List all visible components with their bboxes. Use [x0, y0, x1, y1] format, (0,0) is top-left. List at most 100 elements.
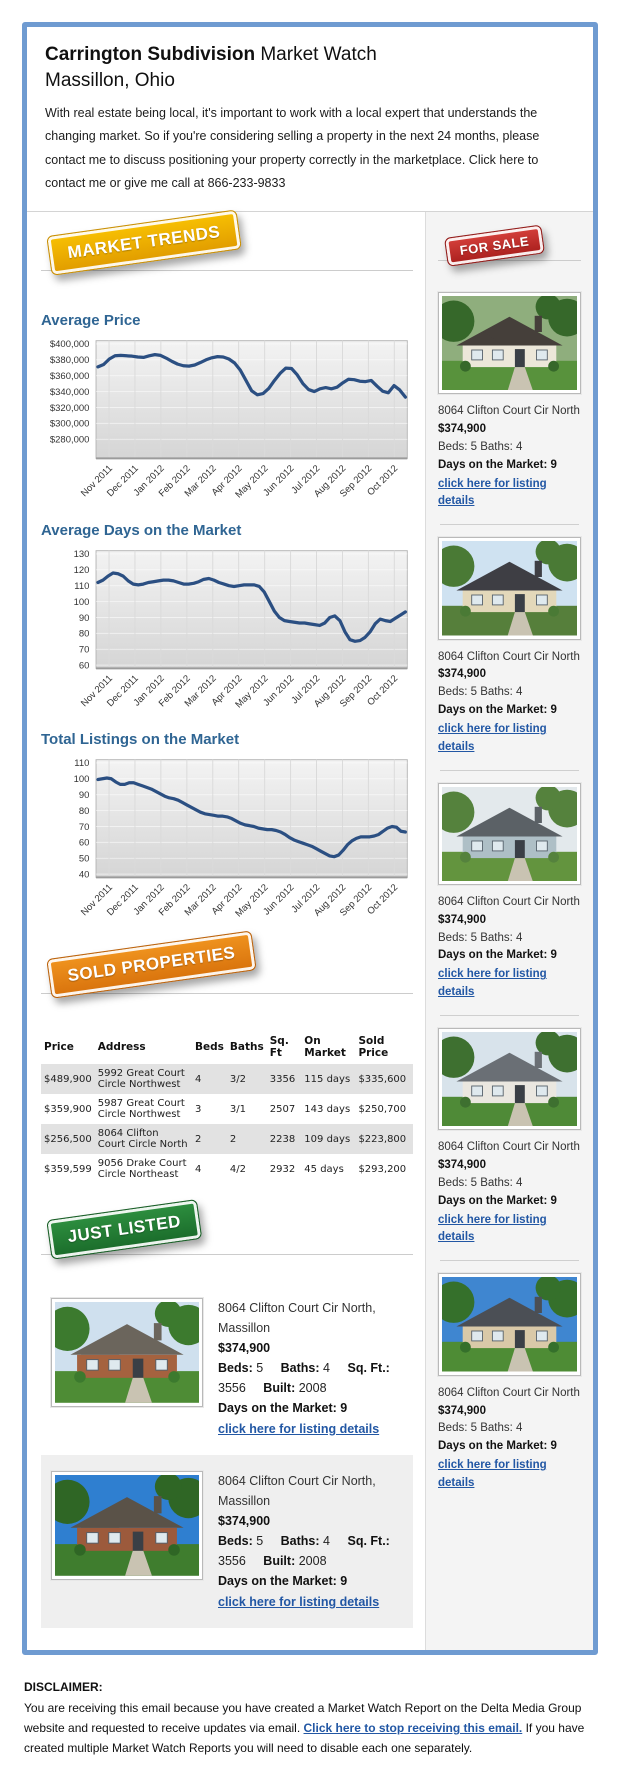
cell-baths: 4/2	[229, 1163, 246, 1175]
cell-baths: 3/1	[229, 1103, 246, 1115]
spec-label: Built:	[263, 1554, 296, 1569]
page-title: Carrington Subdivision Market Watch Mass…	[45, 42, 575, 93]
days-on-market: Days on the Market: 9	[218, 1574, 348, 1589]
for-sale-listing: 8064 Clifton Court Cir North $374,900 Be…	[438, 537, 581, 771]
listing-details-link[interactable]: click here for listing details	[438, 477, 547, 508]
days-on-market: Days on the Market: 9	[438, 458, 557, 471]
unsubscribe-link[interactable]: Click here to stop receiving this email.	[303, 1721, 523, 1735]
spec-value: 4	[323, 1534, 330, 1549]
listing-details-link[interactable]: click here for listing details	[438, 968, 547, 999]
cell-baths: 2	[229, 1133, 237, 1145]
just-listed-badge: JUST LISTED	[46, 1199, 203, 1261]
sold-properties-section-header: SOLD PROPERTIES	[41, 930, 413, 1019]
svg-text:100: 100	[74, 774, 90, 785]
for-sale-listing: 8064 Clifton Court Cir North $374,900 Be…	[438, 1027, 581, 1262]
header: Carrington Subdivision Market Watch Mass…	[27, 27, 593, 212]
listing-divider	[440, 1014, 579, 1016]
svg-text:80: 80	[79, 628, 90, 639]
svg-text:130: 130	[74, 549, 90, 560]
listing-details-link[interactable]: click here for listing details	[218, 1595, 380, 1610]
property-photo[interactable]	[438, 782, 581, 886]
spec-label: Baths:	[280, 1534, 320, 1549]
spec-value: 5	[256, 1534, 264, 1549]
svg-text:$340,000: $340,000	[50, 387, 90, 398]
cell-beds: 4	[195, 1073, 202, 1085]
cell-on-market: 109 days	[304, 1133, 351, 1145]
cell-sqft: 3356	[269, 1073, 296, 1085]
days-on-market: Days on the Market: 9	[438, 1194, 557, 1207]
property-photo[interactable]	[51, 1471, 203, 1612]
spec-label: Beds:	[218, 1361, 253, 1376]
cell-price: $359,900	[44, 1103, 92, 1115]
property-photo[interactable]	[438, 1027, 581, 1131]
property-photo[interactable]	[438, 537, 581, 640]
listing-price: $374,900	[438, 1404, 486, 1417]
for-sale-section-header: FOR SALE	[438, 224, 581, 280]
col-baths: Baths	[229, 1041, 264, 1054]
listing-address: 8064 Clifton Court Cir North	[438, 650, 580, 663]
newsletter-frame: Carrington Subdivision Market Watch Mass…	[22, 22, 598, 1656]
listing-address: 8064 Clifton Court Cir North	[438, 896, 580, 909]
cell-address: 9056 Drake Court Circle Northeast	[97, 1158, 187, 1181]
spec-label: Baths:	[280, 1361, 320, 1376]
spec-value: 2008	[298, 1554, 327, 1569]
listing-address: 8064 Clifton Court Cir North	[438, 1141, 580, 1154]
listing-divider	[440, 1260, 579, 1262]
cell-sold-price: $250,700	[358, 1103, 407, 1115]
section-rule	[41, 993, 413, 995]
cell-on-market: 143 days	[304, 1103, 351, 1115]
svg-text:$320,000: $320,000	[50, 403, 90, 414]
listing-price: $374,900	[438, 423, 486, 436]
svg-text:50: 50	[79, 854, 90, 865]
listing-divider	[440, 524, 579, 526]
listing-address: 8064 Clifton Court Cir North	[438, 405, 580, 418]
svg-text:110: 110	[74, 581, 89, 592]
just-listed-item: 8064 Clifton Court Cir North, Massillon …	[41, 1455, 413, 1629]
for-sale-listing: 8064 Clifton Court Cir North $374,900 Be…	[438, 291, 581, 526]
col-price: Price	[44, 1041, 74, 1054]
just-listed-section-header: JUST LISTED	[41, 1199, 413, 1280]
listing-details-link[interactable]: click here for listing details	[438, 722, 547, 753]
listing-beds-baths: Beds: 5 Baths: 4	[438, 1422, 523, 1435]
spec-label: Sq. Ft.:	[347, 1361, 390, 1376]
cell-address: 5987 Great Court Circle Northwest	[97, 1098, 185, 1121]
cell-on-market: 45 days	[304, 1163, 344, 1175]
listing-specs: Beds: 5 Baths: 4 Sq. Ft.: 3556 Built: 20…	[218, 1358, 403, 1398]
cell-beds: 2	[195, 1133, 202, 1145]
sold-properties-badge: SOLD PROPERTIES	[46, 930, 257, 1000]
col-beds: Beds	[195, 1041, 224, 1054]
property-photo[interactable]	[438, 291, 581, 395]
for-sale-sidebar: FOR SALE 8064 Clifton Court Cir North $3…	[425, 211, 593, 1651]
market-trends-badge: MARKET TRENDS	[46, 209, 242, 276]
spec-label: Sq. Ft.:	[347, 1534, 390, 1549]
col-sqft: Sq. Ft	[269, 1035, 289, 1060]
listing-details-link[interactable]: click here for listing details	[438, 1459, 547, 1489]
for-sale-listing: 8064 Clifton Court Cir North $374,900 Be…	[438, 782, 581, 1016]
cell-beds: 3	[195, 1103, 202, 1115]
for-sale-listing: 8064 Clifton Court Cir North $374,900 Be…	[438, 1273, 581, 1492]
property-photo[interactable]	[438, 1273, 581, 1376]
svg-text:70: 70	[79, 644, 90, 655]
listing-details-link[interactable]: click here for listing details	[218, 1422, 380, 1437]
svg-text:70: 70	[79, 822, 90, 833]
days-on-market: Days on the Market: 9	[438, 949, 557, 962]
svg-text:60: 60	[79, 660, 90, 671]
col-address: Address	[97, 1041, 146, 1054]
listing-address: 8064 Clifton Court Cir North, Massillon	[218, 1301, 376, 1336]
listing-price: $374,900	[438, 913, 486, 926]
average-price-heading: Average Price	[41, 311, 141, 329]
just-listed-item: 8064 Clifton Court Cir North, Massillon …	[41, 1282, 413, 1455]
svg-text:40: 40	[79, 870, 90, 881]
cell-sold-price: $335,600	[358, 1073, 407, 1085]
main-column: MARKET TRENDS Average Price $400,000 $380…	[27, 209, 425, 1651]
property-photo[interactable]	[51, 1298, 203, 1439]
svg-text:90: 90	[79, 612, 90, 623]
listing-address: 8064 Clifton Court Cir North, Massillon	[218, 1474, 376, 1509]
cell-address: 8064 Clifton Court Circle North	[97, 1128, 188, 1151]
listing-details-link[interactable]: click here for listing details	[438, 1213, 547, 1244]
page-title-bold: Carrington Subdivision	[45, 44, 256, 65]
listing-beds-baths: Beds: 5 Baths: 4	[438, 931, 523, 944]
spec-label: Beds:	[218, 1534, 253, 1549]
cell-sqft: 2932	[269, 1163, 296, 1175]
average-days-heading: Average Days on the Market	[41, 521, 242, 539]
